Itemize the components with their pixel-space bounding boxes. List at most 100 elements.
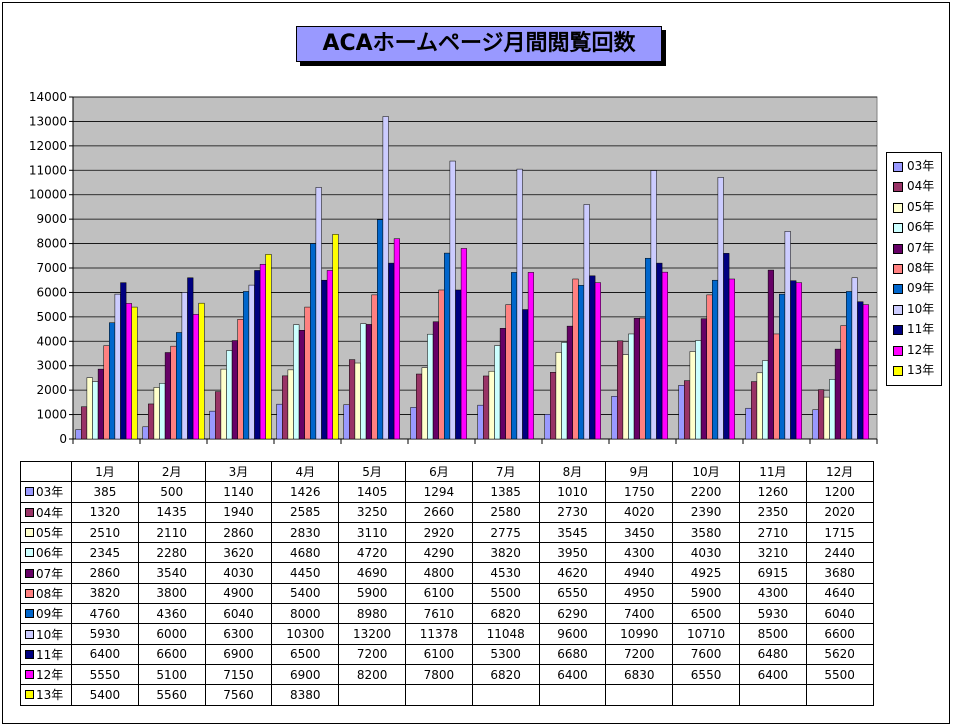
table-cell: 8980	[338, 603, 406, 625]
table-cell: 1426	[271, 481, 340, 503]
bar	[164, 352, 171, 440]
table-swatch	[25, 528, 34, 538]
bar	[444, 252, 451, 440]
bar	[460, 248, 467, 440]
bar	[393, 238, 400, 440]
table-cell: 5500	[805, 663, 874, 686]
bar	[254, 270, 261, 440]
bar	[265, 254, 272, 440]
table-cell: 1294	[404, 481, 473, 503]
table-cell: 2730	[538, 501, 607, 523]
bar	[572, 278, 579, 440]
table-swatch	[25, 609, 34, 619]
y-tick-label: 2000	[36, 383, 67, 397]
bar	[142, 426, 149, 440]
bar	[293, 324, 300, 440]
legend-swatch	[893, 182, 903, 193]
table-cell: 2775	[471, 521, 540, 544]
table-series-label: 04年	[20, 501, 72, 523]
legend-label: 09年	[907, 281, 935, 296]
table-cell: 4720	[338, 542, 406, 564]
x-tick-label: 11月	[738, 460, 807, 483]
table-swatch	[25, 568, 34, 578]
table-series-label: 13年	[20, 684, 72, 706]
bar	[762, 360, 769, 440]
bar	[432, 321, 439, 440]
table-cell: 4290	[404, 542, 473, 564]
bar	[159, 383, 166, 440]
table-series-label: 05年	[20, 521, 72, 544]
table-cell: 2110	[137, 521, 206, 544]
table-cell: 3800	[137, 582, 206, 605]
bar	[594, 282, 601, 440]
legend-swatch	[893, 223, 903, 234]
table-cell: 6820	[471, 663, 540, 686]
x-tick-label: 1月	[71, 460, 139, 483]
bar	[505, 304, 512, 440]
table-cell: 4800	[404, 562, 473, 584]
table-cell: 10990	[605, 623, 674, 645]
y-tick-label: 14000	[29, 90, 67, 104]
x-tick-label: 2月	[137, 460, 206, 483]
bar	[516, 168, 523, 440]
bar	[678, 385, 685, 440]
bar	[287, 369, 294, 440]
bar	[779, 293, 786, 440]
table-cell: 4940	[605, 562, 674, 584]
y-tick-label: 12000	[29, 139, 67, 153]
bar	[315, 187, 322, 440]
bar	[756, 372, 763, 440]
table-row: 08年 3820 3800 4900 5400 5900 6100 5500 6550 4950 5…	[20, 582, 874, 605]
table-row: 04年 1320 1435 1940 2585 3250 2660 2580 2730 4020 2…	[20, 501, 874, 523]
table-cell: 3540	[137, 562, 206, 584]
x-tick-label: 7月	[471, 460, 540, 483]
table-cell: 8000	[271, 603, 340, 625]
table-cell: 4900	[204, 582, 273, 605]
y-tick-label: 8000	[36, 237, 67, 251]
bar	[712, 279, 719, 440]
table-cell: 11048	[471, 623, 540, 645]
table-row: 09年 4760 4360 6040 8000 8980 7610 6820 6290 7400 6…	[20, 603, 874, 625]
table-cell: 7200	[605, 643, 674, 665]
table-cell: 500	[137, 481, 206, 503]
table-cell: 9600	[538, 623, 607, 645]
bar	[751, 381, 758, 440]
table-cell: 6600	[137, 643, 206, 665]
bar	[857, 301, 864, 440]
bar	[846, 291, 853, 440]
legend-label: 08年	[907, 260, 935, 275]
legend-label: 12年	[907, 342, 935, 357]
table-cell: 2860	[71, 562, 139, 584]
table-cell: 6500	[271, 643, 340, 665]
bar	[449, 160, 456, 440]
table-cell: 2920	[404, 521, 473, 544]
bar	[198, 302, 205, 440]
table-series-name: 10年	[36, 627, 64, 642]
bar	[790, 280, 797, 440]
y-tick-label: 9000	[36, 212, 67, 226]
table-series-name: 06年	[36, 546, 64, 561]
table-cell: 2585	[271, 501, 340, 523]
table-cell: 5900	[672, 582, 740, 605]
x-tick-label: 5月	[338, 460, 406, 483]
bar	[561, 342, 568, 440]
table-cell: 7400	[605, 603, 674, 625]
legend-label: 03年	[907, 159, 935, 173]
table-cell: 7150	[204, 663, 273, 686]
table-cell: 4640	[805, 582, 874, 605]
table-cell	[538, 684, 607, 706]
bar	[354, 362, 361, 440]
table-series-label: 08年	[20, 582, 72, 605]
table-cell: 2020	[805, 501, 874, 523]
y-tick-label: 0	[59, 432, 67, 446]
table-cell: 4030	[672, 542, 740, 564]
table-cell: 1750	[605, 481, 674, 503]
bar	[455, 289, 462, 440]
legend-item: 09年	[887, 278, 941, 298]
bar	[276, 403, 283, 440]
table-cell: 2860	[204, 521, 273, 544]
table-cell: 6500	[672, 603, 740, 625]
table-row: 12年 5550 5100 7150 6900 8200 7800 6820 6400 6830 6…	[20, 663, 874, 686]
table-cell: 2345	[71, 542, 139, 564]
